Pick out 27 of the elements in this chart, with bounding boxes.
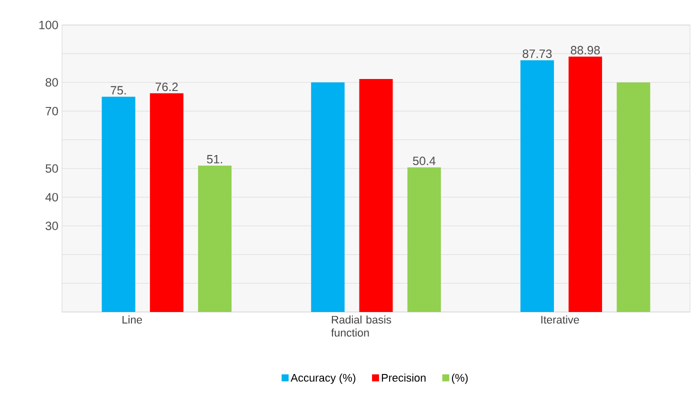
legend-label: Precision <box>382 374 426 382</box>
bar <box>407 167 441 312</box>
bar <box>520 60 554 312</box>
data-label: 50.4 <box>412 156 436 166</box>
bar <box>311 82 345 312</box>
y-tick-label: 80 <box>46 78 58 87</box>
bar <box>198 166 232 312</box>
legend-label: (%) <box>452 374 468 384</box>
bar <box>359 78 393 312</box>
x-tick-label: Line <box>122 316 142 324</box>
y-tick-label: 40 <box>45 192 58 202</box>
data-label: 51. <box>206 155 222 164</box>
x-tick-label: Iterative <box>541 316 579 324</box>
x-tick-label: Radial basis function <box>331 316 392 337</box>
legend-label: Accuracy (%) <box>290 374 356 384</box>
y-tick-label: 100 <box>39 20 58 30</box>
bar <box>616 82 650 312</box>
y-tick-label: 30 <box>46 222 58 230</box>
data-label: 75. <box>110 86 126 95</box>
bar <box>102 96 136 312</box>
y-tick-label: 70 <box>46 106 58 116</box>
y-tick-label: 50 <box>46 164 58 173</box>
bar <box>150 93 184 312</box>
data-label: 87.73 <box>522 50 552 58</box>
data-label: 88.98 <box>570 46 600 54</box>
bar <box>568 56 602 312</box>
data-label: 76.2 <box>156 82 178 92</box>
